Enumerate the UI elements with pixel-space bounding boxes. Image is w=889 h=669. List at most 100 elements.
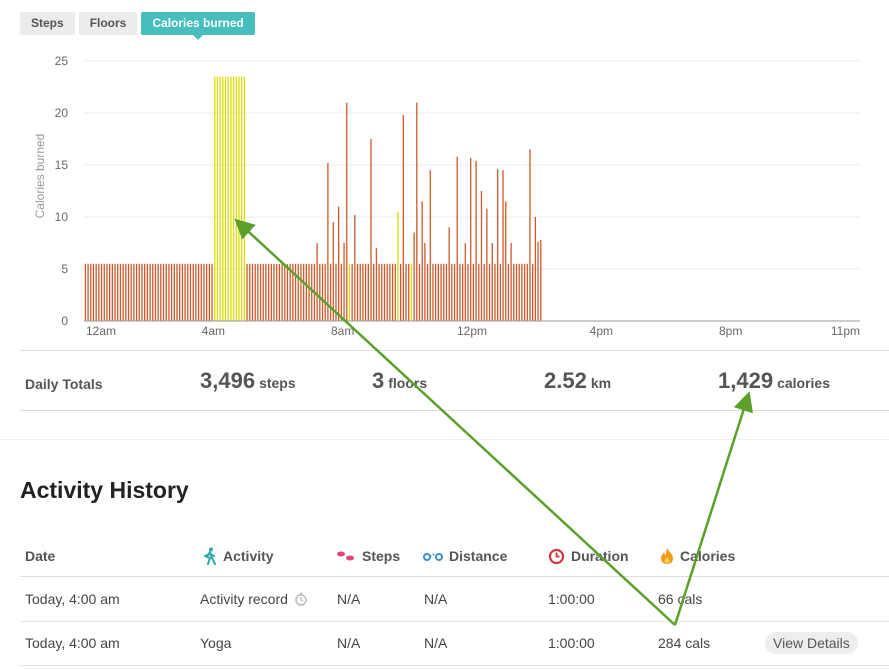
calorie-bar [232,76,235,321]
calorie-bar [294,263,297,321]
calorie-bar [127,263,130,321]
calorie-bar [437,263,440,321]
tab-steps[interactable]: Steps [20,12,75,35]
tab-floors[interactable]: Floors [78,12,138,35]
calorie-bar [181,263,184,321]
total-floors: 3 floors [372,368,427,394]
daily-totals: Daily Totals 3,496 steps 3 floors 2.52 km 1… [20,350,889,411]
calorie-bar [461,263,464,321]
calorie-bar [200,263,202,321]
calorie-bar [152,263,154,321]
calorie-bar [224,76,227,321]
calorie-bar [523,263,526,321]
calorie-bar [273,263,275,321]
x-tick-label: 12am [86,324,116,338]
calorie-bar [176,263,178,321]
calorie-bar [87,263,89,321]
calorie-bar [203,263,205,321]
walking-person-icon [203,547,217,565]
calorie-bar [346,102,348,321]
calorie-bar [292,263,294,321]
calorie-bar [117,263,119,321]
col-duration-label: Duration [571,548,629,564]
calorie-bar [125,263,127,321]
col-distance-label: Distance [449,548,508,564]
calorie-bar [243,76,246,321]
calorie-bar [408,263,410,321]
calorie-bar [92,263,95,321]
calorie-bar [281,263,283,321]
calorie-bar [214,76,216,321]
calorie-bar [311,263,313,321]
calorie-bar [238,76,240,321]
calorie-bar [184,263,186,321]
calorie-bar [138,263,140,321]
calorie-bar [467,263,469,321]
col-activity-label: Activity [223,548,274,564]
calorie-bar [219,76,221,321]
calorie-bar [448,227,450,321]
calorie-bar [373,263,375,321]
row-duration: 1:00:00 [548,591,595,607]
calorie-bar [95,263,97,321]
row-activity-label: Activity record [200,591,288,607]
y-tick-label: 0 [61,314,68,328]
calorie-bar [208,263,210,321]
calorie-bar [418,263,421,321]
calorie-bar [410,263,413,321]
calorie-bar [356,263,359,321]
x-axis-ticks: 12am 4am 8am 12pm 4pm 8pm 11pm [86,324,860,338]
calorie-bar [303,263,305,321]
calorie-bar [370,139,372,321]
calorie-bar [133,263,135,321]
calorie-bar [510,243,512,321]
x-tick-label: 8am [331,324,354,338]
calories-chart: 0 5 10 15 20 25 Calories burned 12am 4am 8am 12p… [33,54,860,338]
x-tick-label: 8pm [719,324,742,338]
calorie-bar [254,263,256,321]
calorie-bar [405,263,407,321]
calorie-bar [100,263,103,321]
calorie-bar [332,222,334,321]
calorie-bar [348,263,351,321]
calorie-bar [216,76,219,321]
y-axis-label: Calories burned [33,134,47,219]
calorie-bar [197,263,200,321]
calorie-bar [189,263,192,321]
calorie-bar [440,263,442,321]
calorie-bar [338,206,340,321]
section-divider [0,439,889,440]
calorie-bar [537,241,539,321]
calorie-bar [316,243,318,321]
calorie-bar [443,263,445,321]
calorie-bar [375,248,378,321]
calorie-bar [453,263,456,321]
calorie-bar [109,263,111,321]
activity-row[interactable]: Today, 4:00 am Activity record N/A N/A 1… [20,577,889,622]
calorie-bar [211,263,213,321]
calorie-bar [502,170,504,321]
calorie-bar [286,263,289,321]
calorie-bar [359,263,361,321]
calorie-bar [416,102,418,321]
calorie-bar [413,232,415,321]
calorie-bar [227,76,229,321]
row-activity: Yoga [200,635,232,651]
total-steps-unit: steps [259,375,296,391]
calorie-bar [394,263,396,321]
calorie-bar [146,263,149,321]
calorie-bar [497,169,499,321]
calorie-bar [486,208,488,321]
calorie-bar [235,76,237,321]
row-calories: 66 cals [658,591,703,607]
activity-row[interactable]: Today, 4:00 am Yoga N/A N/A 1:00:00 284 … [20,621,889,666]
calorie-bar [262,263,264,321]
tab-calories-burned[interactable]: Calories burned [141,12,255,40]
y-tick-label: 10 [55,210,69,224]
calorie-bar [470,157,472,321]
total-calories: 1,429 calories [718,368,830,394]
calorie-bar [515,263,518,321]
view-details-button[interactable]: View Details [765,632,858,654]
calorie-bar [518,263,520,321]
calorie-bar [162,263,165,321]
